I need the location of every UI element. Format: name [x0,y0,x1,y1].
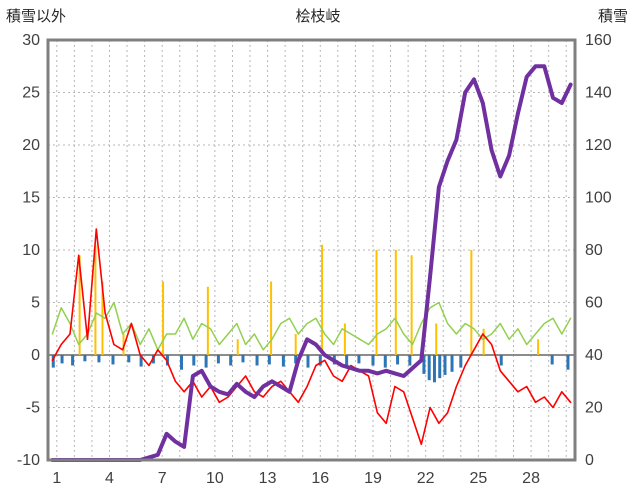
right-tick-label: 160 [585,32,612,49]
left-tick-label: 10 [22,242,40,259]
left-tick-label: -10 [17,452,40,469]
right-tick-label: 100 [585,190,612,207]
x-tick-label: 22 [417,470,435,487]
left-tick-label: 15 [22,190,40,207]
x-tick-label: 28 [522,470,540,487]
x-tick-label: 19 [364,470,382,487]
right-tick-label: 80 [585,242,603,259]
right-tick-label: 40 [585,347,603,364]
right-axis-label: 積雪 [597,8,628,25]
x-tick-label: 4 [105,470,114,487]
right-tick-label: 60 [585,295,603,312]
x-tick-label: 25 [469,470,487,487]
left-tick-label: 0 [31,347,40,364]
x-tick-label: 1 [52,470,61,487]
right-tick-label: 20 [585,400,603,417]
x-tick-label: 7 [158,470,167,487]
right-tick-label: 140 [585,85,612,102]
chart-title: 桧枝岐 [295,8,341,25]
right-tick-label: 0 [585,452,594,469]
x-tick-label: 13 [259,470,277,487]
x-tick-label: 16 [311,470,329,487]
x-tick-label: 10 [206,470,224,487]
left-axis-label: 積雪以外 [6,8,67,25]
left-tick-label: 5 [31,295,40,312]
right-tick-label: 120 [585,137,612,154]
left-tick-label: -5 [26,400,40,417]
left-tick-label: 30 [22,32,40,49]
left-tick-label: 25 [22,85,40,102]
left-tick-label: 20 [22,137,40,154]
